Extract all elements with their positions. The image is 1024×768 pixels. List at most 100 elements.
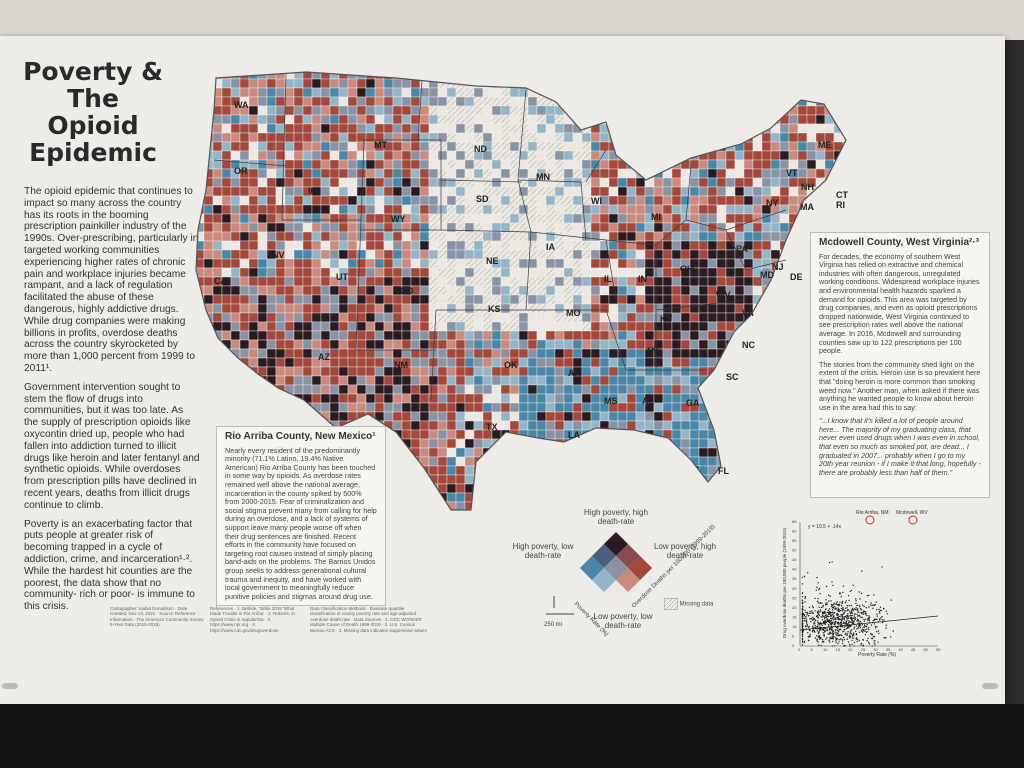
county-cell	[590, 438, 601, 449]
county-cell	[455, 204, 466, 215]
county-cell	[392, 177, 403, 188]
scatter-point	[818, 606, 820, 608]
county-cell	[221, 312, 232, 323]
county-cell	[248, 141, 259, 152]
county-cell	[527, 474, 538, 485]
county-cell	[293, 411, 304, 422]
scatter-point	[868, 618, 870, 620]
county-cell	[581, 411, 592, 422]
county-cell	[716, 393, 727, 404]
county-cell	[455, 303, 466, 314]
county-cell	[590, 456, 601, 467]
county-cell	[293, 294, 304, 305]
county-cell	[293, 276, 304, 287]
county-cell	[509, 123, 520, 134]
county-cell	[500, 285, 511, 296]
county-cell	[196, 87, 205, 98]
county-cell	[680, 105, 691, 116]
county-cell	[500, 402, 511, 413]
county-cell	[662, 375, 673, 386]
county-cell	[257, 411, 268, 422]
county-cell	[473, 258, 484, 269]
county-cell	[221, 222, 232, 233]
county-cell	[590, 411, 601, 422]
county-cell	[446, 114, 457, 125]
county-cell	[401, 402, 412, 413]
county-cell	[689, 465, 700, 476]
county-cell	[779, 204, 790, 215]
county-cell	[581, 195, 592, 206]
county-cell	[392, 492, 403, 503]
county-cell	[446, 123, 457, 134]
county-cell	[491, 105, 502, 116]
county-cell	[491, 159, 502, 170]
county-cell	[392, 105, 403, 116]
county-cell	[196, 420, 205, 431]
county-cell	[635, 123, 646, 134]
scatter-point	[819, 593, 821, 595]
county-cell	[437, 321, 448, 332]
scatter-point	[811, 610, 813, 612]
county-cell	[509, 195, 520, 206]
county-cell	[383, 105, 394, 116]
mcdowell-callout: Mcdowell County, West Virginia²·³ For de…	[810, 232, 990, 498]
county-cell	[662, 348, 673, 359]
county-cell	[356, 249, 367, 260]
county-cell	[419, 420, 430, 431]
county-cell	[347, 285, 358, 296]
county-cell	[311, 96, 322, 107]
county-cell	[743, 474, 754, 485]
county-cell	[455, 429, 466, 440]
county-cell	[365, 87, 376, 98]
county-cell	[545, 213, 556, 224]
county-cell	[707, 384, 718, 395]
county-cell	[590, 267, 601, 278]
county-cell	[779, 72, 790, 80]
county-cell	[581, 222, 592, 233]
county-cell	[500, 72, 511, 80]
county-cell	[275, 114, 286, 125]
county-cell	[554, 483, 565, 494]
county-cell	[734, 384, 745, 395]
county-cell	[779, 114, 790, 125]
scatter-point	[840, 623, 843, 626]
county-cell	[266, 123, 277, 134]
regression-line	[799, 615, 939, 631]
county-cell	[266, 114, 277, 125]
county-cell	[437, 465, 448, 476]
county-cell	[698, 132, 709, 143]
county-cell	[842, 213, 846, 224]
county-cell	[617, 276, 628, 287]
county-cell	[284, 186, 295, 197]
county-cell	[196, 357, 205, 368]
county-cell	[455, 78, 466, 89]
county-cell	[509, 249, 520, 260]
county-cell	[707, 339, 718, 350]
county-cell	[518, 303, 529, 314]
county-cell	[743, 411, 754, 422]
county-cell	[482, 285, 493, 296]
county-cell	[698, 357, 709, 368]
county-cell	[239, 294, 250, 305]
scatter-point	[832, 636, 834, 638]
scatter-point	[876, 615, 879, 617]
scatter-point	[801, 583, 804, 585]
scatter-point	[886, 613, 888, 615]
county-cell	[311, 303, 322, 314]
county-cell	[707, 141, 718, 152]
county-cell	[428, 267, 439, 278]
county-cell	[374, 276, 385, 287]
county-cell	[707, 321, 718, 332]
county-cell	[347, 384, 358, 395]
county-cell	[761, 87, 772, 98]
county-cell	[743, 141, 754, 152]
county-cell	[338, 312, 349, 323]
county-cell	[815, 78, 826, 89]
state-label: NC	[742, 340, 755, 350]
scatter-point	[857, 611, 859, 613]
county-cell	[338, 402, 349, 413]
county-cell	[671, 492, 682, 503]
scatter-point	[817, 582, 819, 584]
county-cell	[320, 159, 331, 170]
county-cell	[599, 285, 610, 296]
